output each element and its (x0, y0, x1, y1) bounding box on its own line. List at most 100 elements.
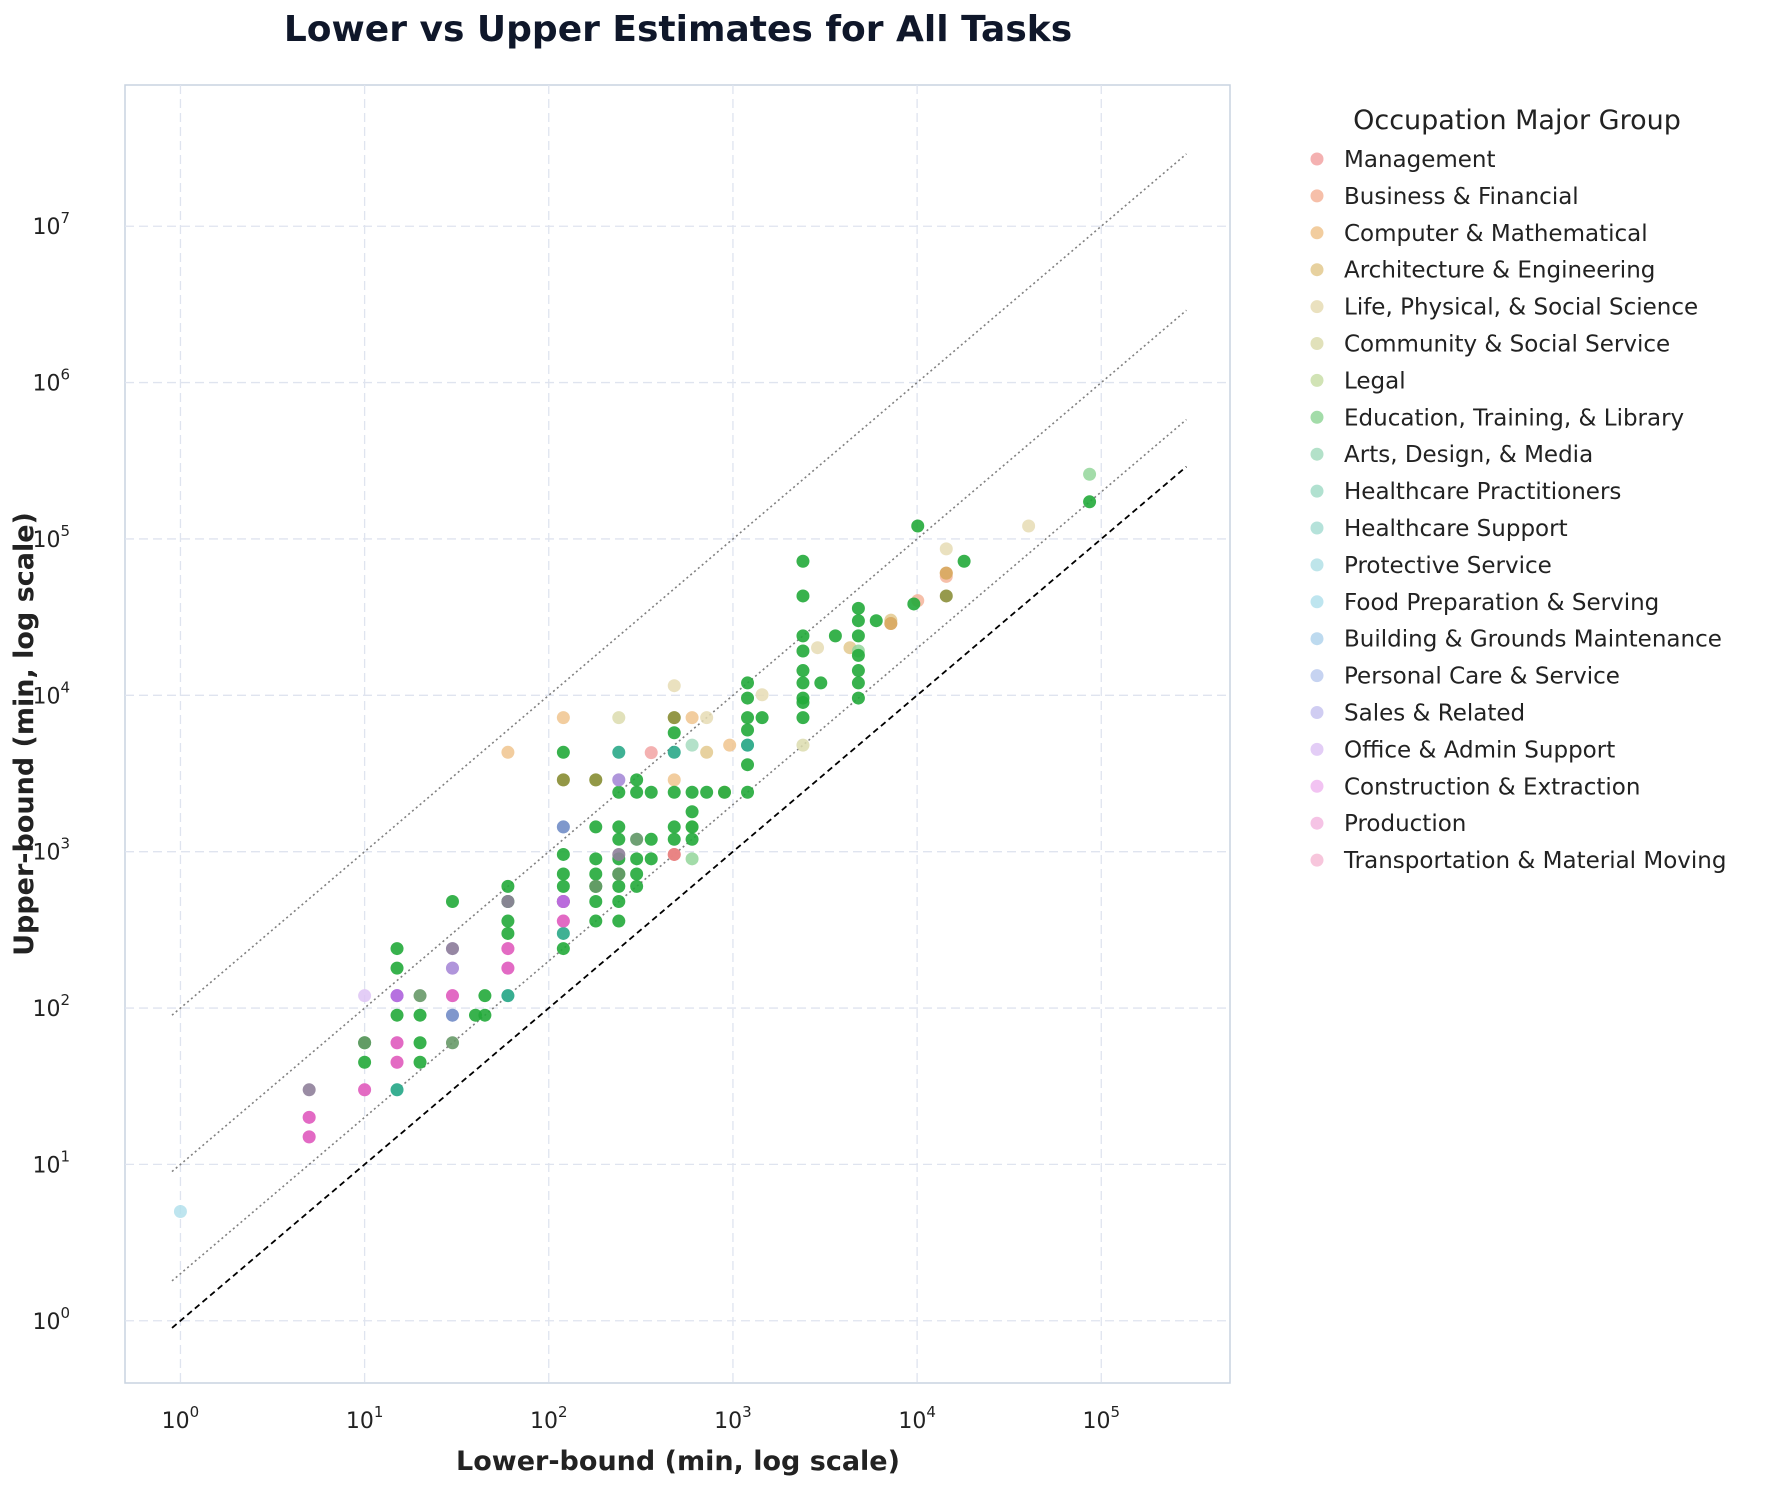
legend-marker (1310, 152, 1324, 166)
data-point (589, 895, 603, 909)
data-point (796, 644, 810, 658)
data-point (851, 676, 865, 690)
data-point (700, 785, 714, 799)
data-point (501, 895, 515, 909)
data-point (445, 895, 459, 909)
data-point (612, 745, 626, 759)
data-point (667, 726, 681, 740)
data-point (501, 879, 515, 893)
data-point (741, 711, 755, 725)
data-point (685, 805, 699, 819)
data-point (939, 589, 953, 603)
data-point (796, 589, 810, 603)
data-point (445, 942, 459, 956)
data-point (556, 914, 570, 928)
data-point (630, 867, 644, 881)
data-points (173, 467, 1097, 1218)
data-point (501, 961, 515, 975)
legend-item: Sales & Related (1310, 701, 1525, 727)
data-point (589, 914, 603, 928)
data-point (957, 554, 971, 568)
data-point (718, 785, 732, 799)
legend-label: Community & Social Service (1344, 332, 1670, 358)
y-tick-label: 106 (32, 366, 70, 397)
data-point (556, 895, 570, 909)
data-point (667, 711, 681, 725)
reference-lines (171, 153, 1188, 1329)
legend-item: Education, Training, & Library (1310, 405, 1684, 431)
data-point (612, 832, 626, 846)
legend-label: Sales & Related (1344, 701, 1525, 727)
legend-marker (1310, 447, 1324, 461)
data-point (869, 614, 883, 628)
legend-label: Management (1344, 147, 1496, 173)
x-tick-label: 102 (530, 1403, 568, 1434)
legend-marker (1310, 779, 1324, 793)
data-point (358, 1083, 372, 1097)
legend-marker (1310, 263, 1324, 277)
x-tick-label: 100 (162, 1403, 200, 1434)
data-point (501, 914, 515, 928)
data-point (589, 773, 603, 787)
data-point (1083, 467, 1097, 481)
y-axis-ticks: 100 101 102 103 104 105 106 107 (32, 209, 70, 1335)
data-point (851, 629, 865, 643)
legend-item: Community & Social Service (1310, 332, 1670, 358)
data-point (630, 785, 644, 799)
data-point (796, 664, 810, 678)
data-point (796, 554, 810, 568)
legend-marker (1310, 410, 1324, 424)
data-point (612, 820, 626, 834)
data-point (589, 852, 603, 866)
data-point (911, 519, 925, 533)
data-point (390, 1008, 404, 1022)
data-point (358, 989, 372, 1003)
x-tick-label: 101 (346, 1403, 384, 1434)
legend-label: Computer & Mathematical (1344, 221, 1648, 247)
data-point (667, 773, 681, 787)
legend-item: Architecture & Engineering (1310, 258, 1655, 284)
data-point (644, 852, 658, 866)
data-point (685, 852, 699, 866)
data-point (630, 832, 644, 846)
data-point (814, 676, 828, 690)
legend-items: Management Business & Financial Computer &… (1310, 147, 1726, 874)
data-point (556, 711, 570, 725)
legend-label: Protective Service (1344, 553, 1552, 579)
ratio-guide-line (171, 309, 1187, 1173)
y-tick-label: 103 (32, 835, 70, 866)
data-point (358, 1055, 372, 1069)
legend-label: Personal Care & Service (1344, 664, 1620, 690)
data-point (445, 1008, 459, 1022)
data-point (1083, 495, 1097, 509)
data-point (700, 711, 714, 725)
legend-marker (1310, 595, 1324, 609)
data-point (612, 895, 626, 909)
data-point (445, 989, 459, 1003)
legend-item: Business & Financial (1310, 184, 1579, 210)
data-point (556, 926, 570, 940)
data-point (851, 691, 865, 705)
data-point (644, 832, 658, 846)
data-point (390, 1083, 404, 1097)
legend-item: Office & Admin Support (1310, 737, 1615, 763)
data-point (556, 879, 570, 893)
legend-label: Office & Admin Support (1344, 737, 1615, 763)
data-point (612, 867, 626, 881)
data-point (851, 601, 865, 615)
data-point (630, 773, 644, 787)
legend-item: Healthcare Practitioners (1310, 479, 1621, 505)
data-point (685, 738, 699, 752)
legend-item: Transportation & Material Moving (1310, 848, 1726, 874)
data-point (612, 879, 626, 893)
legend-item: Computer & Mathematical (1310, 221, 1648, 247)
data-point (390, 1036, 404, 1050)
legend-label: Business & Financial (1344, 184, 1579, 210)
data-point (741, 758, 755, 772)
data-point (612, 711, 626, 725)
chart-title: Lower vs Upper Estimates for All Tasks (284, 9, 1072, 50)
data-point (851, 664, 865, 678)
data-point (501, 926, 515, 940)
legend-label: Healthcare Practitioners (1344, 479, 1621, 505)
data-point (755, 711, 769, 725)
